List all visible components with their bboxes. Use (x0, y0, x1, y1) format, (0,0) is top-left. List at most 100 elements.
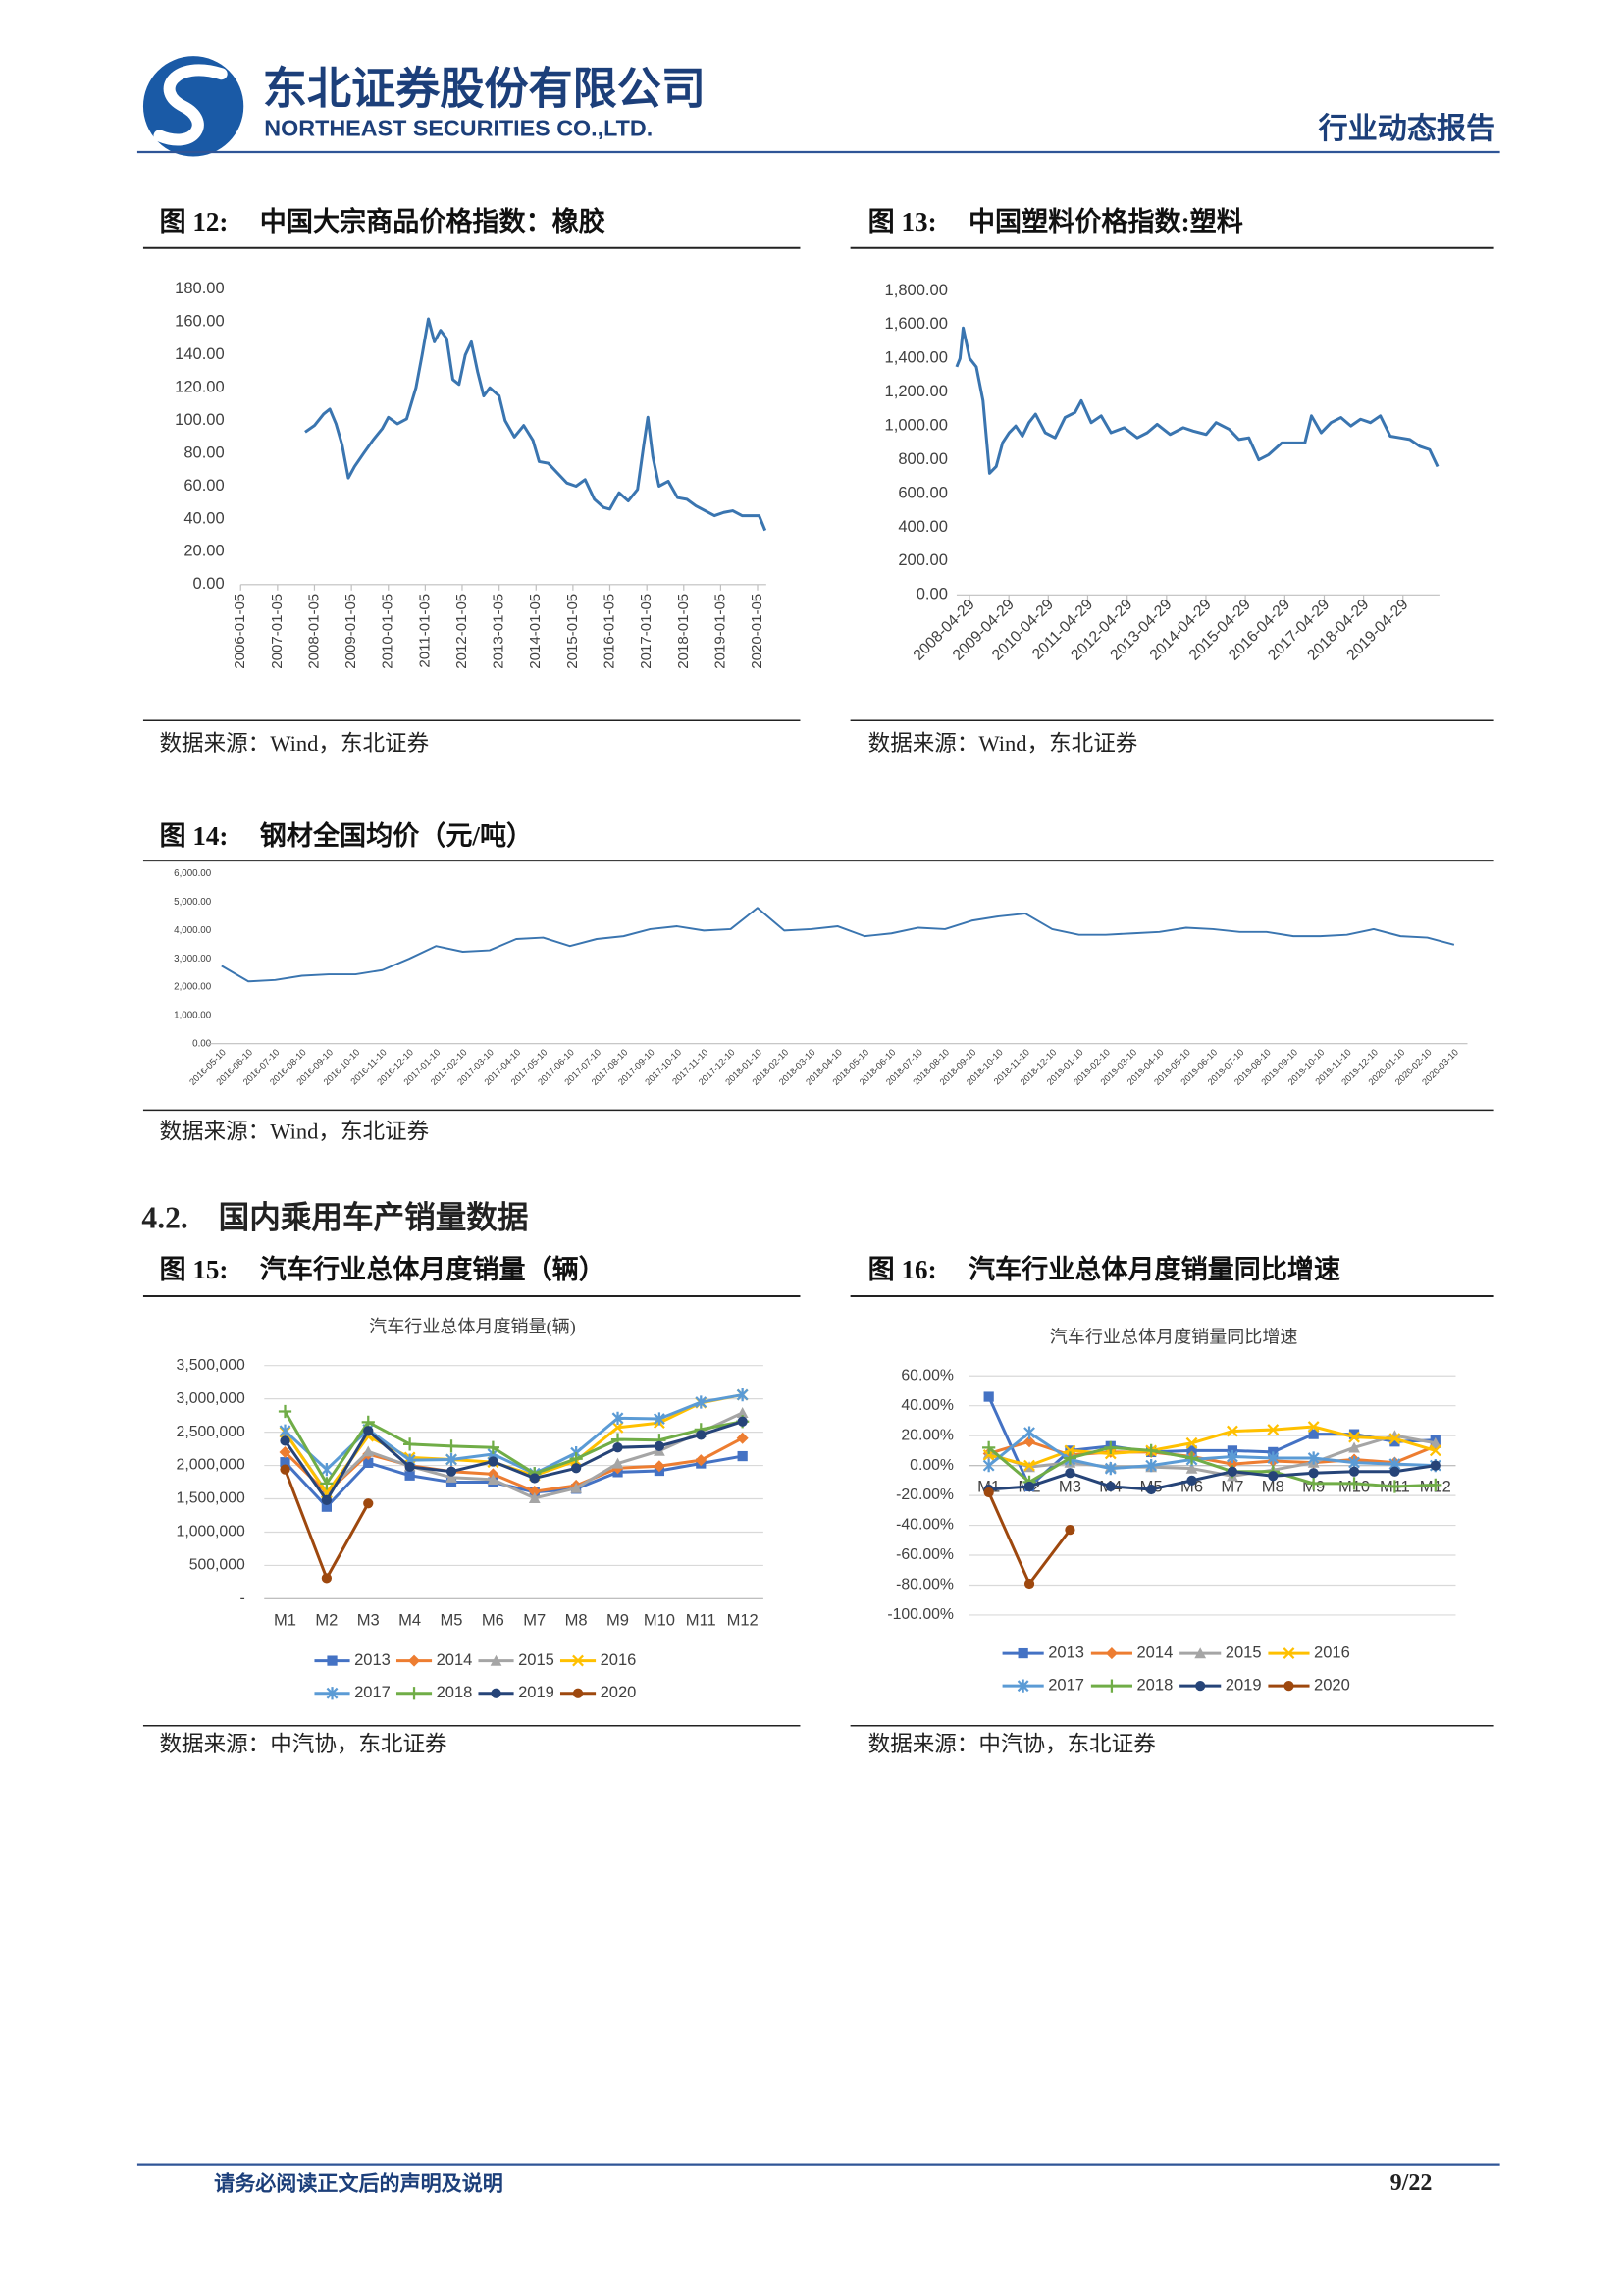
section-title: 国内乘用车产销量数据 (219, 1200, 529, 1234)
series-line (284, 1411, 744, 1500)
marker (445, 1471, 457, 1483)
chart-title: 汽车行业总体月度销量同比增速 (1050, 1328, 1298, 1347)
marker (612, 1442, 623, 1453)
legend-marker (490, 1654, 502, 1666)
figure-caption: 钢材全国均价（元/吨） (260, 820, 533, 851)
series-line (987, 1445, 1436, 1488)
marker (1023, 1481, 1035, 1492)
marker (1144, 1443, 1158, 1458)
marker (486, 1440, 500, 1454)
figure-source: 数据来源：中汽协，东北证券 (868, 1732, 1156, 1756)
marker (1105, 1481, 1116, 1492)
marker (611, 1411, 624, 1425)
marker (528, 1486, 541, 1498)
marker (528, 1491, 541, 1503)
marker (1065, 1525, 1075, 1536)
marker (1429, 1436, 1441, 1448)
marker (1226, 1458, 1238, 1471)
x-tick-label: 2007-01-05 (269, 594, 286, 669)
marker (1184, 1451, 1199, 1465)
x-tick-label: 2008-01-05 (305, 594, 322, 669)
y-tick-label: 800.00 (898, 449, 948, 468)
series-line (284, 1393, 743, 1476)
marker (1267, 1424, 1280, 1435)
marker (1308, 1429, 1319, 1439)
x-tick-label: M3 (357, 1610, 380, 1629)
marker (983, 1487, 994, 1498)
legend-label: 2013 (1048, 1643, 1084, 1661)
legend-label: 2016 (601, 1650, 637, 1669)
marker (487, 1473, 499, 1485)
marker (363, 1457, 374, 1468)
marker (983, 1391, 994, 1402)
x-tick-label: M5 (441, 1610, 463, 1629)
marker (363, 1426, 374, 1436)
figure-caption: 中国大宗商品价格指数：橡胶 (260, 206, 605, 236)
legend-label: 2013 (354, 1650, 391, 1669)
y-tick-label: 0.00 (193, 574, 225, 593)
marker (280, 1464, 290, 1475)
page-number: 9/22 (1390, 2170, 1433, 2196)
marker (1227, 1449, 1238, 1464)
footer-disclaimer: 请务必阅读正文后的声明及说明 (214, 2171, 503, 2196)
y-tick-label: 5,000.00 (174, 897, 212, 908)
marker (1308, 1468, 1319, 1479)
figure-number: 图 15: (159, 1255, 228, 1284)
legend-marker (407, 1687, 421, 1700)
marker (280, 1435, 290, 1446)
marker (736, 1387, 749, 1402)
marker (695, 1395, 707, 1409)
x-tick-label: M8 (565, 1610, 588, 1629)
legend-marker (1194, 1647, 1207, 1659)
x-tick-label: M11 (686, 1610, 716, 1629)
legend-label: 2020 (601, 1683, 637, 1701)
marker (280, 1457, 290, 1468)
series-line (988, 1425, 1437, 1468)
report-type: 行业动态报告 (1319, 112, 1495, 146)
x-tick-label: 2017-01-05 (638, 594, 655, 669)
legend-marker (1105, 1647, 1118, 1660)
legend-marker (1018, 1647, 1028, 1659)
legend-label: 2016 (1314, 1643, 1350, 1661)
x-tick-label: 2015-01-05 (564, 594, 581, 669)
chart-title: 汽车行业总体月度销量(辆) (369, 1317, 576, 1337)
figure-number: 图 12: (159, 207, 228, 236)
marker (1064, 1444, 1076, 1457)
marker (696, 1430, 707, 1440)
x-tick-label: M6 (482, 1610, 504, 1629)
marker (445, 1439, 458, 1453)
y-tick-label: 1,400.00 (885, 348, 948, 367)
legend-marker (1195, 1681, 1206, 1692)
marker (570, 1482, 583, 1493)
marker (1146, 1484, 1157, 1495)
marker (1348, 1431, 1360, 1443)
y-tick-label: 4,000.00 (174, 925, 212, 936)
marker (1023, 1459, 1035, 1472)
marker (736, 1407, 749, 1419)
legend-marker (326, 1687, 339, 1700)
y-tick-label: -80.00% (896, 1577, 954, 1593)
y-tick-label: 1,800.00 (885, 281, 948, 299)
marker (320, 1463, 333, 1477)
marker (1348, 1429, 1360, 1439)
y-tick-label: 400.00 (898, 517, 948, 536)
series-line (221, 907, 1455, 983)
x-tick-label: M8 (1262, 1478, 1284, 1496)
legend-marker (1283, 1647, 1295, 1659)
y-tick-label: 0.00 (192, 1038, 212, 1049)
marker (403, 1437, 417, 1451)
x-tick-label: 2013-01-05 (491, 594, 507, 669)
y-tick-label: -20.00% (896, 1487, 954, 1503)
legend-label: 2020 (1314, 1676, 1350, 1695)
series-line (304, 317, 767, 532)
x-tick-label: M4 (398, 1610, 421, 1629)
y-tick-label: 600.00 (898, 483, 948, 501)
x-tick-label: M1 (274, 1610, 296, 1629)
y-tick-label: - (239, 1591, 244, 1607)
marker (1145, 1459, 1158, 1473)
legend-label: 2015 (518, 1650, 554, 1669)
marker (654, 1440, 665, 1451)
y-tick-label: 500,000 (189, 1557, 245, 1574)
legend-label: 2018 (1136, 1676, 1173, 1695)
